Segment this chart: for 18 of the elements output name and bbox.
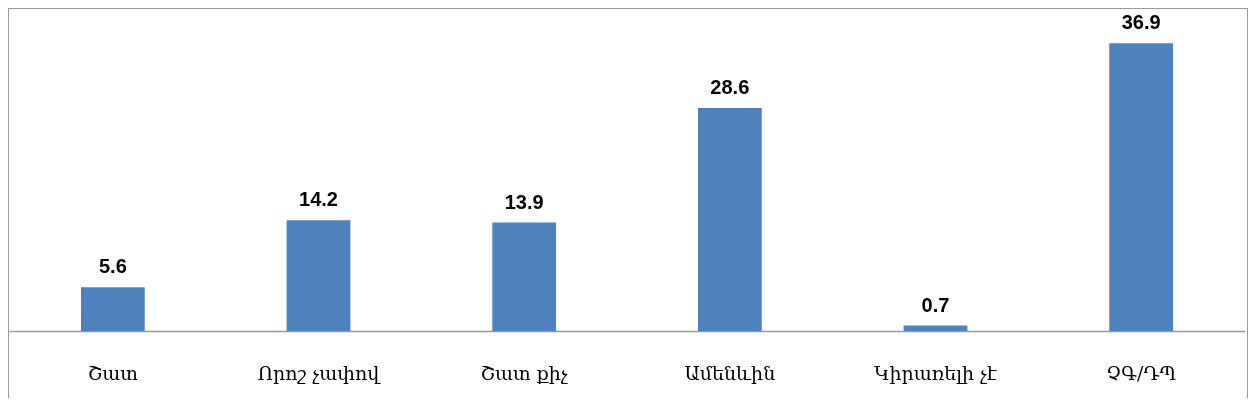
bar	[1109, 43, 1174, 331]
x-tick-label: ՉԳ/ԴՊ	[1106, 361, 1177, 384]
bar	[80, 287, 145, 331]
bar	[492, 222, 557, 331]
data-label: 28.6	[710, 75, 750, 98]
x-tick-label: Շատ քիչ	[480, 361, 568, 384]
bar	[697, 107, 762, 331]
bar	[286, 220, 351, 331]
data-label: 14.2	[299, 188, 338, 211]
data-label: 13.9	[504, 190, 544, 213]
x-tick-label: Կիրառելի չէ	[874, 361, 998, 384]
x-tick-label: Շատ	[87, 361, 139, 384]
x-tick-label: Ամենևին	[684, 361, 776, 384]
data-label: 0.7	[921, 293, 950, 316]
data-label: 36.9	[1121, 11, 1161, 34]
x-tick-label: Որոշ չափով	[257, 361, 382, 384]
bar	[903, 325, 968, 331]
data-label: 5.6	[98, 255, 127, 278]
